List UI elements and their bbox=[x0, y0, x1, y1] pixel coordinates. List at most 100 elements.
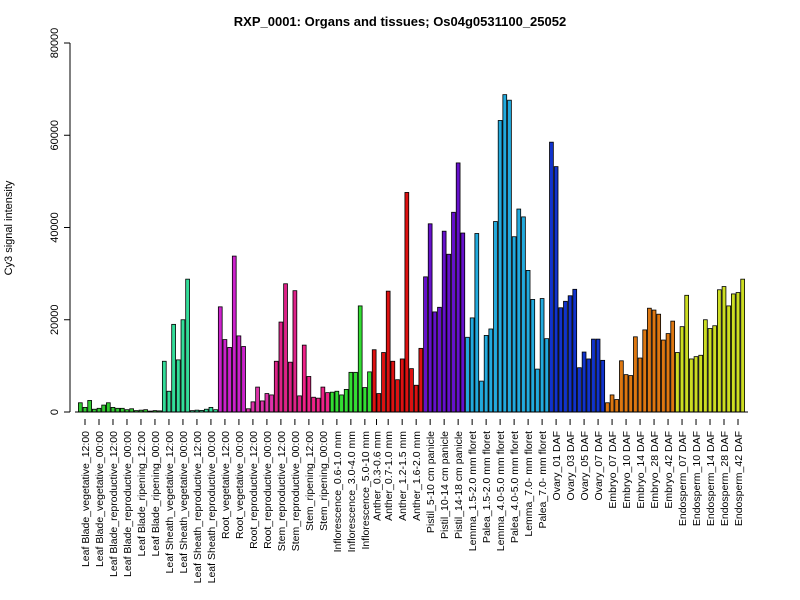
bar bbox=[581, 351, 587, 413]
x-tick-label: Leaf Blade_vegetative_00:00 bbox=[94, 431, 106, 567]
chart-title: RXP_0001: Organs and tissues; Os04g05311… bbox=[234, 14, 566, 29]
x-tick-label: Leaf Sheath_vegetative_12:00 bbox=[164, 431, 176, 574]
bar bbox=[287, 361, 293, 413]
x-tick-label: Leaf Blade_reproductive_12:00 bbox=[108, 431, 120, 577]
bar bbox=[82, 406, 88, 413]
bar bbox=[483, 335, 489, 413]
bar bbox=[497, 120, 503, 413]
x-tick-label: Lemma_7.0- mm floret bbox=[523, 431, 535, 537]
x-tick-label: Palea_1.5-2.0 mm floret bbox=[481, 431, 493, 543]
x-tick-label: Endosperm_14 DAF bbox=[705, 431, 717, 526]
bar bbox=[539, 298, 545, 413]
x-tick-label: Leaf Blade_reproductive_00:00 bbox=[122, 431, 134, 577]
x-tick-label: Stem_reproductive_12:00 bbox=[276, 431, 288, 551]
bar bbox=[96, 407, 102, 413]
bar bbox=[362, 387, 368, 413]
bar bbox=[106, 402, 111, 413]
bar bbox=[227, 347, 232, 413]
bar bbox=[306, 376, 312, 413]
bar bbox=[269, 394, 274, 413]
bar bbox=[535, 368, 540, 413]
x-tick-label: Palea_4.0-5.0 mm floret bbox=[509, 431, 521, 543]
bar bbox=[661, 339, 666, 413]
bar bbox=[381, 352, 386, 413]
bar bbox=[707, 328, 713, 413]
x-tick-label: Lemma_1.5-2.0 mm floret bbox=[467, 431, 479, 551]
bar bbox=[567, 295, 573, 413]
bar bbox=[656, 313, 662, 413]
bar bbox=[264, 393, 270, 413]
x-tick-label: Root_reproductive_00:00 bbox=[262, 431, 274, 549]
x-tick-label: Leaf Sheath_reproductive_00:00 bbox=[206, 431, 218, 584]
bar bbox=[544, 338, 550, 413]
bar bbox=[250, 401, 256, 413]
bar bbox=[231, 255, 237, 413]
bar-series bbox=[78, 94, 745, 413]
bar bbox=[642, 329, 648, 413]
bar bbox=[721, 286, 727, 413]
bar bbox=[371, 349, 377, 413]
bar bbox=[236, 335, 242, 413]
x-tick-label: Leaf Blade_vegetative_12:00 bbox=[80, 431, 92, 567]
bar bbox=[329, 391, 335, 413]
bar bbox=[628, 375, 634, 413]
bar bbox=[605, 402, 610, 413]
x-axis-ticks: Leaf Blade_vegetative_12:00 Leaf Blade_ve… bbox=[80, 419, 745, 583]
bar bbox=[432, 311, 438, 413]
x-tick-label: Stem_ripening_00:00 bbox=[318, 431, 330, 531]
bar bbox=[717, 289, 722, 413]
x-tick-label: Inflorescence_0.6-1.0 mm bbox=[332, 431, 344, 553]
x-tick-label: Root_vegetative_00:00 bbox=[234, 431, 246, 539]
bar bbox=[409, 368, 414, 413]
bar bbox=[161, 360, 167, 413]
bar bbox=[712, 325, 717, 413]
bar bbox=[437, 306, 442, 413]
x-tick-label: Pistil_10-14 cm panicle bbox=[439, 431, 451, 539]
bar bbox=[390, 360, 396, 413]
y-tick-label: 0 bbox=[49, 409, 61, 415]
bar bbox=[623, 374, 629, 413]
bar bbox=[633, 336, 638, 413]
x-tick-label: Anther_0.7-1.0 mm bbox=[383, 431, 395, 521]
bar bbox=[273, 360, 279, 413]
bar bbox=[577, 367, 582, 413]
x-tick-label: Anther_1.6-2.0 mm bbox=[411, 431, 423, 521]
x-tick-label: Embryo_28 DAF bbox=[649, 431, 661, 509]
x-tick-label: Embryo_14 DAF bbox=[635, 431, 647, 509]
bar bbox=[684, 294, 690, 413]
x-tick-label: Leaf Sheath_vegetative_00:00 bbox=[178, 431, 190, 574]
bar bbox=[516, 208, 522, 413]
bar bbox=[698, 354, 704, 413]
x-tick-label: Leaf Blade_ripening_00:00 bbox=[150, 431, 162, 557]
bar bbox=[348, 371, 354, 413]
x-tick-label: Embryo_07 DAF bbox=[607, 431, 619, 509]
bar bbox=[385, 290, 391, 413]
bar bbox=[563, 300, 568, 413]
bar bbox=[441, 230, 447, 413]
bar bbox=[586, 358, 592, 413]
bar bbox=[479, 380, 484, 413]
x-tick-label: Stem_ripening_12:00 bbox=[304, 431, 316, 531]
x-tick-label: Root_reproductive_12:00 bbox=[248, 431, 260, 549]
x-tick-label: Lemma_4.0-5.0 mm floret bbox=[495, 431, 507, 551]
bar bbox=[507, 99, 512, 413]
y-tick-label: 20000 bbox=[49, 304, 61, 335]
bar bbox=[600, 359, 606, 413]
bar bbox=[208, 406, 214, 413]
bar bbox=[455, 162, 461, 413]
bar bbox=[180, 319, 186, 413]
bar bbox=[175, 359, 181, 413]
y-axis: 0 20000 40000 60000 80000 bbox=[49, 28, 71, 415]
bar bbox=[115, 407, 120, 413]
bar bbox=[101, 404, 106, 413]
bar bbox=[553, 166, 559, 413]
bar bbox=[693, 356, 699, 413]
x-tick-label: Ovary_07 DAF bbox=[593, 431, 605, 500]
bar bbox=[418, 347, 424, 413]
bar bbox=[474, 233, 480, 413]
bar bbox=[166, 390, 172, 413]
bar bbox=[469, 317, 475, 413]
x-tick-label: Leaf Sheath_reproductive_12:00 bbox=[192, 431, 204, 584]
bar bbox=[301, 344, 307, 413]
bar bbox=[325, 392, 330, 413]
